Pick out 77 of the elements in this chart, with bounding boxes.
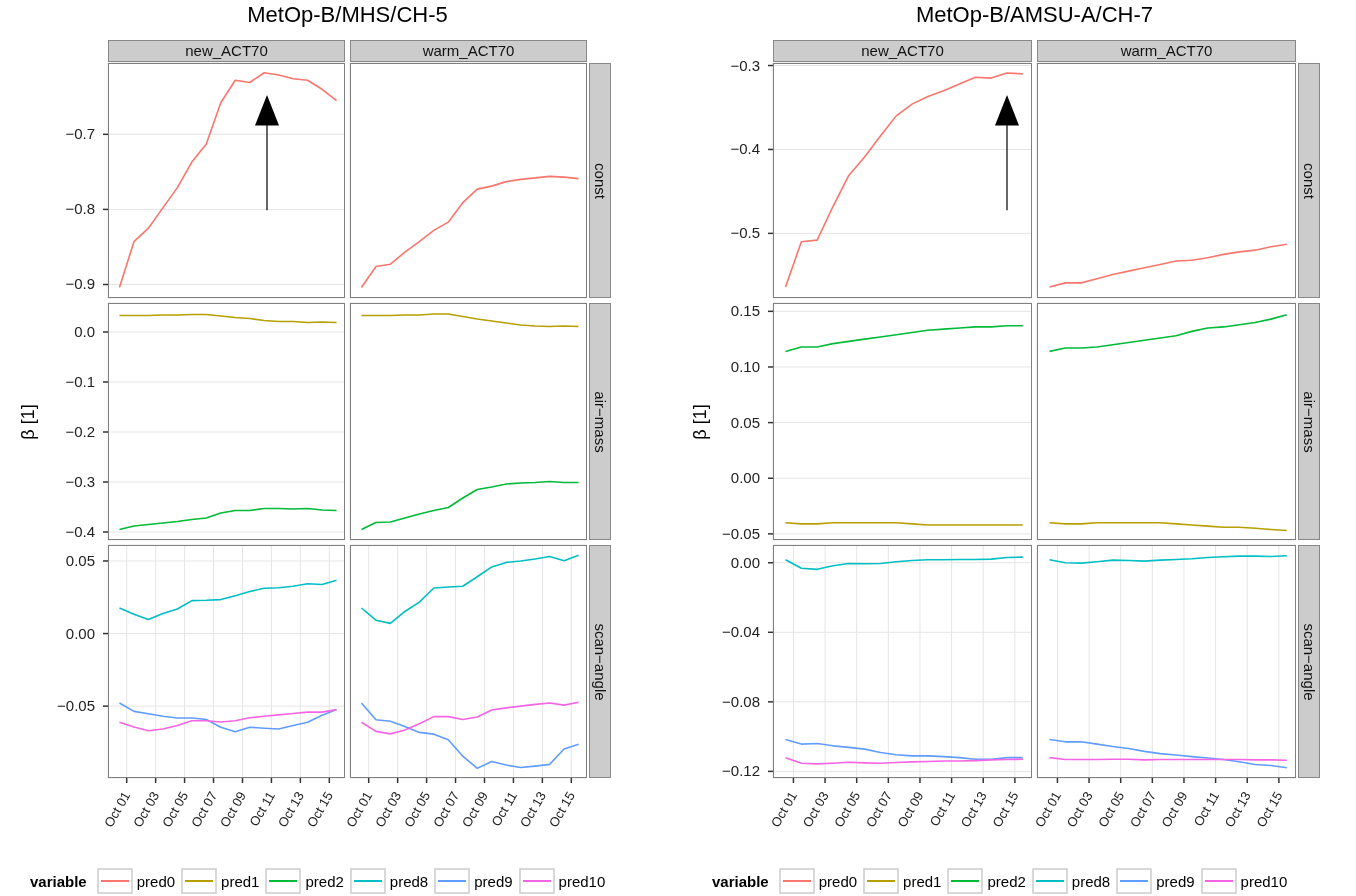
x-tick-label: Oct 09	[1158, 789, 1191, 830]
text: MetOp-B/MHS/CH-5	[246, 2, 449, 28]
legend-label: pred2	[987, 872, 1026, 890]
x-tick-label: Oct 03	[799, 789, 832, 830]
line-series	[118, 579, 338, 621]
x-tick-label: Oct 03	[1063, 789, 1096, 830]
y2-axis-title: const	[1300, 162, 1318, 199]
x-tick-label: Oct 15	[1253, 789, 1286, 830]
legend-title: variable	[30, 872, 87, 890]
line-series	[784, 738, 1024, 761]
x-tick-label: Oct 07	[1126, 789, 1159, 830]
x-tick-label: Oct 05	[1095, 789, 1128, 830]
x-tick-label: Oct 13	[1221, 789, 1254, 830]
y-axis-title: β [1]	[17, 403, 39, 440]
legend-label: pred1	[221, 872, 260, 890]
y-tick-label: −0.2	[65, 423, 95, 440]
legend-label: pred10	[1240, 872, 1288, 890]
legend-label: pred1	[903, 872, 942, 890]
y-tick-label: 0.00	[730, 469, 760, 487]
y-tick-label: −0.4	[730, 140, 760, 158]
x-tick-label: Oct 13	[957, 789, 990, 830]
y-tick-label: 0.05	[730, 413, 760, 431]
y-tick-label: −0.05	[57, 697, 95, 715]
y-tick-label: −0.05	[722, 524, 760, 542]
y-tick-label: 0.10	[730, 357, 760, 375]
line-series	[118, 507, 338, 531]
x-tick-label: Oct 09	[894, 789, 927, 830]
line-series	[118, 71, 338, 289]
y2-axis-title: const	[591, 162, 609, 199]
y-tick-label: −0.1	[65, 373, 95, 390]
x-tick-label: Oct 15	[989, 789, 1022, 830]
y-tick-label: −0.04	[722, 623, 760, 641]
line-series	[784, 72, 1024, 288]
legend-label: pred8	[1071, 872, 1111, 890]
legend-label: pred8	[389, 872, 429, 890]
text: MetOp-B/AMSU-A/CH-7	[914, 2, 1155, 28]
legend-label: pred0	[818, 872, 858, 890]
line-series	[118, 313, 338, 324]
chart-title: warm_ACT70	[1037, 40, 1296, 62]
line-series	[784, 325, 1024, 353]
y-tick-label: 0.00	[65, 624, 95, 642]
legend-label: pred9	[1156, 872, 1195, 890]
y-tick-label: −0.12	[722, 762, 760, 780]
y-tick-label: 0.05	[65, 551, 95, 569]
x-tick-label: Oct 01	[767, 789, 801, 830]
legend-title: variable	[712, 872, 769, 890]
x-tick-label: Oct 11	[1190, 789, 1223, 829]
y2-axis-title: scan−angle	[591, 622, 609, 701]
y2-axis-title: air−mass	[591, 390, 609, 453]
chart-title: warm_ACT70	[350, 40, 587, 62]
y-axis-title: β [1]	[689, 403, 711, 440]
x-tick-label: Oct 11	[926, 789, 959, 829]
x-tick-label: Oct 05	[831, 789, 864, 830]
y2-axis-title: air−mass	[1300, 390, 1318, 453]
y-tick-label: −0.3	[65, 473, 95, 490]
y-tick-label: 0.0	[74, 323, 95, 340]
y-tick-label: −0.5	[730, 224, 760, 242]
chart-title: new_ACT70	[773, 40, 1032, 62]
y-tick-label: 0.00	[730, 553, 760, 571]
y-tick-label: −0.08	[722, 692, 760, 710]
x-tick-label: Oct 01	[1031, 789, 1065, 830]
legend-label: pred10	[558, 872, 606, 890]
y-tick-label: −0.3	[730, 56, 760, 74]
legend-label: pred2	[305, 872, 344, 890]
line-series	[784, 756, 1024, 765]
legend-label: pred9	[474, 872, 513, 890]
line-series	[118, 708, 338, 732]
x-tick-label: Oct 07	[862, 789, 895, 830]
chart-title: new_ACT70	[108, 40, 345, 62]
line-series	[784, 556, 1024, 571]
y-tick-label: −0.7	[65, 125, 95, 143]
y-tick-label: 0.15	[730, 302, 760, 320]
y-tick-label: −0.8	[65, 200, 95, 218]
y2-axis-title: scan−angle	[1300, 622, 1318, 701]
y-tick-label: −0.9	[65, 275, 95, 293]
legend-label: pred0	[136, 872, 176, 890]
y-tick-label: −0.4	[65, 523, 95, 540]
